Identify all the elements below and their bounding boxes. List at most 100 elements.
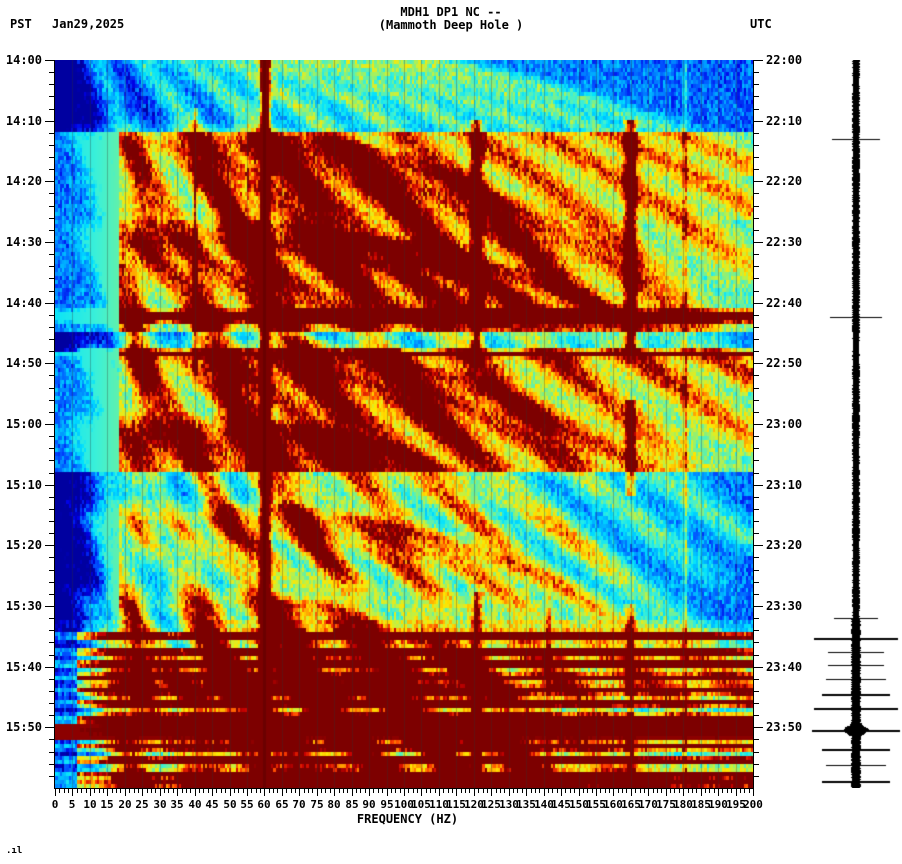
time-tick-minor: [753, 206, 759, 207]
freq-tick-label: 85: [345, 798, 359, 811]
freq-tick-major: [491, 788, 492, 796]
freq-tick-minor: [312, 788, 313, 793]
freq-tick-minor: [234, 788, 235, 793]
freq-tick-minor: [116, 788, 117, 793]
freq-tick-minor: [112, 788, 113, 793]
freq-tick-major: [596, 788, 597, 796]
time-tick-minor: [49, 618, 55, 619]
freq-tick-major: [404, 788, 405, 796]
freq-tick-label: 15: [100, 798, 114, 811]
time-tick-minor: [49, 582, 55, 583]
time-tick-minor: [753, 473, 759, 474]
time-tick-minor: [49, 473, 55, 474]
freq-tick-minor: [243, 788, 244, 793]
time-tick-major: [753, 121, 763, 122]
freq-tick-minor: [203, 788, 204, 793]
time-tick-minor: [753, 630, 759, 631]
time-tick-major: [45, 545, 55, 546]
freq-tick-label: 150: [569, 798, 589, 811]
freq-tick-minor: [151, 788, 152, 793]
time-tick-minor: [753, 157, 759, 158]
freq-tick-label: 40: [188, 798, 202, 811]
time-tick-minor: [49, 254, 55, 255]
freq-tick-major: [230, 788, 231, 796]
time-tick-minor: [49, 291, 55, 292]
time-tick-label: 22:10: [766, 114, 803, 128]
freq-tick-minor: [103, 788, 104, 793]
freq-tick-label: 110: [429, 798, 449, 811]
freq-tick-minor: [461, 788, 462, 793]
freq-tick-major: [195, 788, 196, 796]
time-tick-minor: [753, 84, 759, 85]
time-tick-major: [45, 303, 55, 304]
freq-tick-major: [352, 788, 353, 796]
time-tick-minor: [753, 388, 759, 389]
freq-tick-label: 155: [586, 798, 606, 811]
freq-tick-label: 80: [327, 798, 341, 811]
freq-tick-minor: [216, 788, 217, 793]
freq-tick-minor: [487, 788, 488, 793]
freq-tick-label: 130: [499, 798, 519, 811]
freq-tick-major: [526, 788, 527, 796]
freq-tick-major: [177, 788, 178, 796]
time-tick-minor: [753, 642, 759, 643]
freq-tick-minor: [308, 788, 309, 793]
freq-tick-minor: [199, 788, 200, 793]
time-tick-minor: [753, 679, 759, 680]
time-tick-minor: [753, 764, 759, 765]
time-tick-minor: [49, 315, 55, 316]
freq-tick-minor: [138, 788, 139, 793]
time-tick-minor: [49, 533, 55, 534]
freq-tick-major: [247, 788, 248, 796]
freq-tick-minor: [500, 788, 501, 793]
time-tick-label: 22:00: [766, 53, 803, 67]
time-tick-minor: [753, 109, 759, 110]
time-tick-major: [753, 363, 763, 364]
freq-tick-minor: [517, 788, 518, 793]
time-tick-minor: [49, 691, 55, 692]
freq-tick-minor: [59, 788, 60, 793]
time-tick-minor: [49, 715, 55, 716]
time-tick-minor: [753, 351, 759, 352]
time-tick-minor: [753, 412, 759, 413]
freq-tick-minor: [618, 788, 619, 793]
time-tick-minor: [753, 618, 759, 619]
freq-tick-minor: [269, 788, 270, 793]
time-tick-major: [45, 667, 55, 668]
time-tick-minor: [49, 570, 55, 571]
freq-tick-minor: [679, 788, 680, 793]
time-tick-major: [753, 727, 763, 728]
station-title: MDH1 DP1 NC --: [400, 5, 502, 19]
spectrogram-plot[interactable]: [55, 60, 753, 788]
freq-tick-major: [369, 788, 370, 796]
freq-tick-minor: [531, 788, 532, 793]
time-tick-minor: [49, 679, 55, 680]
seismogram-panel[interactable]: [810, 60, 902, 788]
freq-tick-minor: [321, 788, 322, 793]
time-tick-minor: [49, 133, 55, 134]
timezone-label-right: UTC: [750, 17, 772, 31]
freq-tick-major: [456, 788, 457, 796]
freq-tick-major: [387, 788, 388, 796]
time-tick-label: 14:30: [5, 235, 42, 249]
time-tick-minor: [753, 594, 759, 595]
time-tick-minor: [753, 557, 759, 558]
freq-tick-minor: [496, 788, 497, 793]
time-tick-label: 14:20: [5, 174, 42, 188]
freq-tick-minor: [622, 788, 623, 793]
freq-tick-major: [683, 788, 684, 796]
freq-tick-minor: [583, 788, 584, 793]
time-tick-minor: [753, 169, 759, 170]
time-tick-major: [753, 667, 763, 668]
freq-tick-label: 195: [726, 798, 746, 811]
freq-tick-minor: [600, 788, 601, 793]
freq-tick-minor: [435, 788, 436, 793]
freq-tick-minor: [365, 788, 366, 793]
time-tick-label: 15:20: [5, 538, 42, 552]
time-tick-minor: [753, 266, 759, 267]
freq-tick-label: 170: [638, 798, 658, 811]
freq-tick-major: [142, 788, 143, 796]
time-tick-minor: [49, 557, 55, 558]
freq-tick-minor: [539, 788, 540, 793]
freq-tick-major: [509, 788, 510, 796]
